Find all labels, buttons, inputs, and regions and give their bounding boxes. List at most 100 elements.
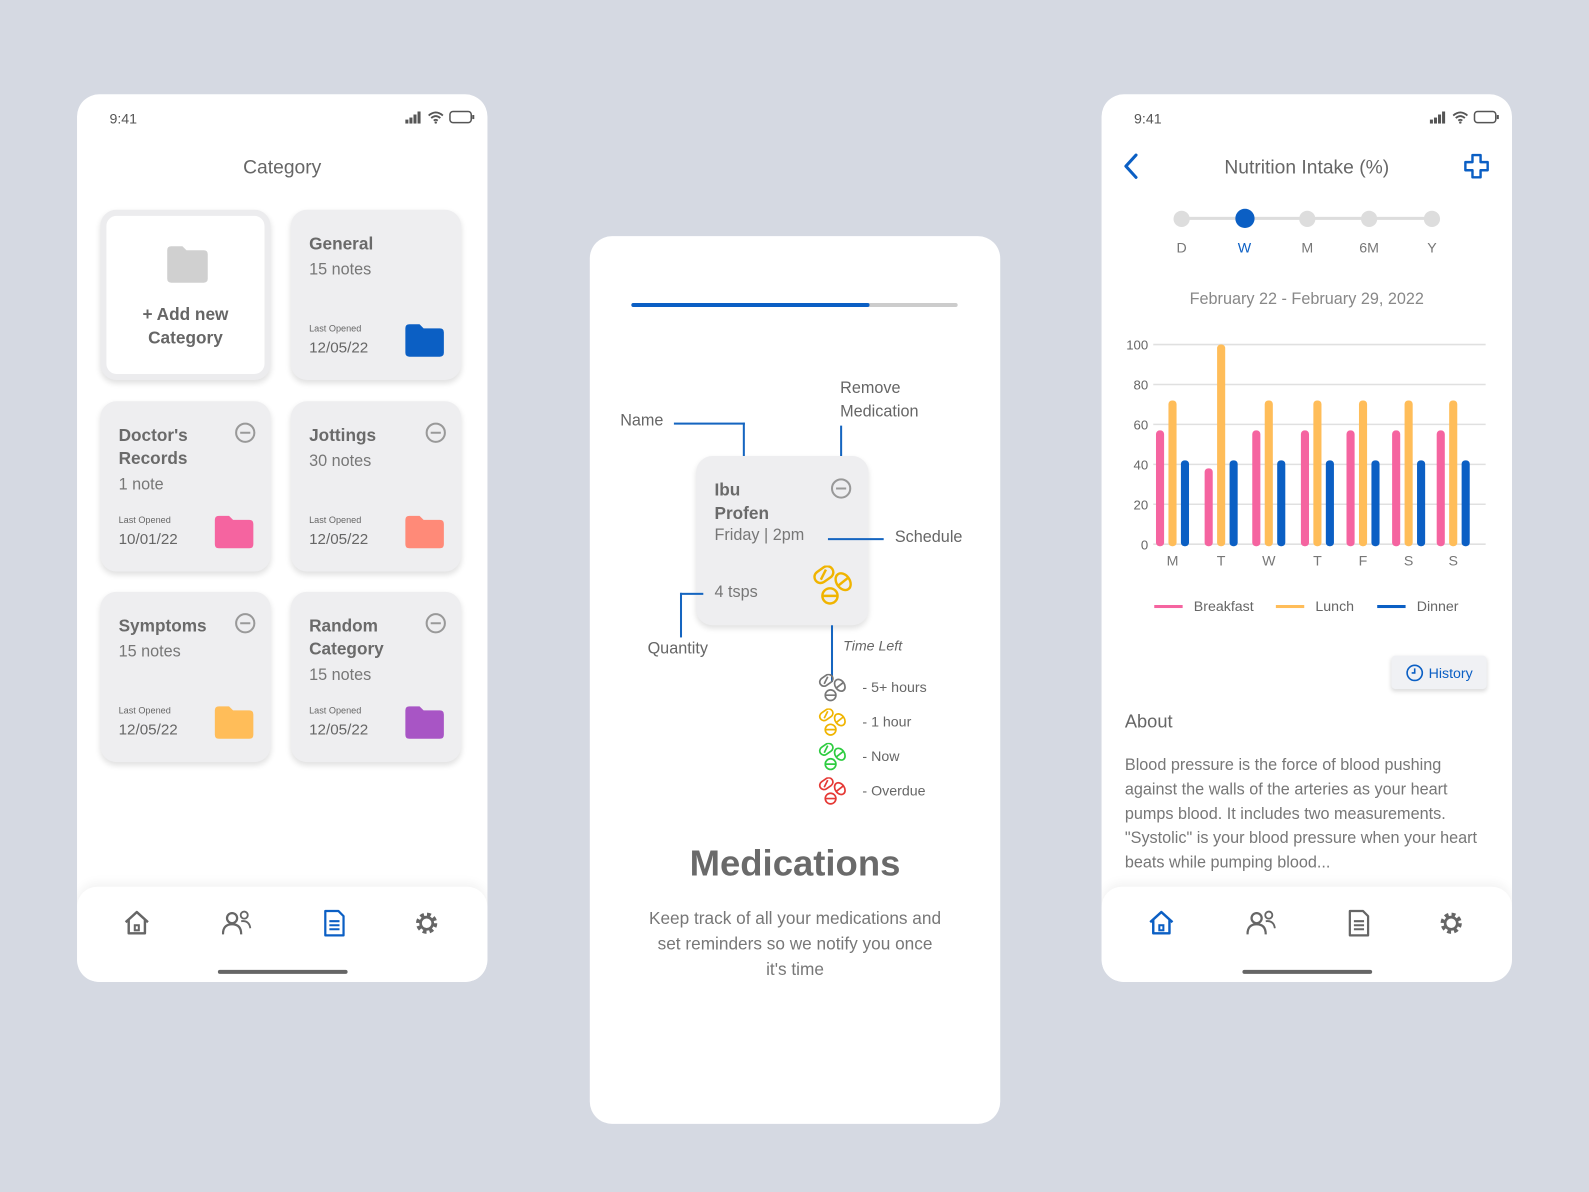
battery-icon	[1473, 110, 1499, 124]
bar-dinner	[1461, 460, 1470, 547]
wifi-icon	[428, 111, 444, 124]
status-icons	[1429, 110, 1500, 124]
category-name: Symptoms 15 notes	[119, 614, 230, 664]
bar-dinner	[1325, 460, 1334, 547]
home-icon[interactable]	[123, 909, 153, 937]
y-tick-label: 20	[1134, 497, 1149, 512]
range-option-Y[interactable]	[1423, 210, 1441, 227]
range-option-6M[interactable]	[1360, 210, 1378, 227]
last-opened-date: 12/05/22	[309, 339, 369, 357]
nutrition-screen: 9:41 Nutrition Intake (%) D W M 6M Y Februar…	[1101, 94, 1512, 982]
medication-card[interactable]: Ibu Profen Friday | 2pm 4 tsps	[696, 456, 869, 626]
time-left-legend-item: - Overdue	[862, 782, 926, 799]
folder-icon	[214, 515, 254, 549]
home-indicator	[1242, 969, 1373, 974]
time-left-legend-item: - 5+ hours	[862, 678, 927, 696]
remove-icon[interactable]	[830, 477, 852, 499]
range-option-M[interactable]	[1299, 210, 1316, 227]
x-tick-label: W	[1262, 553, 1276, 569]
category-name: Doctor's Records 1 note	[119, 424, 230, 497]
note-count: 15 notes	[309, 261, 372, 279]
legend-label: Breakfast	[1193, 597, 1254, 615]
x-tick-label: F	[1359, 553, 1368, 569]
page-title: Category	[243, 157, 322, 179]
range-label[interactable]: M	[1301, 239, 1314, 256]
bar-breakfast	[1204, 468, 1213, 547]
bar-lunch	[1404, 400, 1413, 547]
bar-breakfast	[1346, 430, 1355, 547]
bar-lunch	[1449, 400, 1458, 547]
range-option-W[interactable]	[1234, 208, 1255, 229]
back-icon[interactable]	[1122, 153, 1142, 179]
y-tick-label: 0	[1141, 537, 1148, 552]
x-tick-label: M	[1167, 553, 1179, 569]
category-card[interactable]: General 15 notes Last Opened 12/05/22	[290, 209, 462, 381]
add-icon[interactable]	[1463, 153, 1489, 179]
range-label[interactable]: Y	[1427, 239, 1437, 256]
last-opened-date: 12/05/22	[118, 721, 178, 739]
last-opened-label: Last Opened	[309, 323, 362, 334]
add-category-button[interactable]: + Add new Category	[100, 209, 271, 381]
progress-fill	[631, 303, 870, 308]
category-name: Jottings 30 notes	[309, 424, 420, 474]
time-left-legend-item: - Now	[862, 747, 900, 765]
gear-icon[interactable]	[1437, 909, 1467, 937]
remove-icon[interactable]	[425, 612, 447, 634]
last-opened-label: Last Opened	[309, 705, 362, 716]
remove-icon[interactable]	[234, 612, 256, 634]
bar-breakfast	[1392, 430, 1401, 547]
folder-icon	[167, 246, 208, 283]
range-label[interactable]: D	[1176, 239, 1187, 256]
gear-icon[interactable]	[412, 909, 442, 937]
label-remove: Remove Medication	[840, 380, 919, 421]
status-icons	[404, 110, 475, 124]
document-icon[interactable]	[1345, 909, 1375, 937]
document-icon[interactable]	[320, 909, 350, 937]
medications-heading: Medications	[689, 842, 901, 884]
category-name: Random Category 15 notes	[309, 614, 420, 687]
medication-quantity: 4 tsps	[714, 583, 758, 601]
folder-icon	[405, 324, 444, 357]
status-time: 9:41	[109, 110, 138, 127]
x-tick-label: T	[1313, 553, 1322, 569]
folder-icon	[405, 515, 444, 549]
category-name: General 15 notes	[309, 232, 420, 282]
category-card[interactable]: Doctor's Records 1 note Last Opened 10/01…	[100, 401, 271, 572]
medication-schedule: Friday | 2pm	[714, 526, 805, 545]
range-label[interactable]: 6M	[1359, 239, 1379, 256]
category-card[interactable]: Random Category 15 notes Last Opened 12/0…	[290, 591, 462, 763]
label-schedule: Schedule	[894, 528, 963, 547]
clock-icon	[1406, 663, 1423, 681]
folder-icon	[214, 706, 254, 739]
x-tick-label: T	[1217, 553, 1226, 569]
y-tick-label: 80	[1134, 378, 1149, 393]
label-quantity: Quantity	[647, 640, 708, 658]
last-opened-date: 12/05/22	[309, 531, 369, 549]
last-opened-label: Last Opened	[118, 514, 171, 525]
category-card[interactable]: Symptoms 15 notes Last Opened 12/05/22	[100, 591, 271, 763]
bar-lunch	[1358, 400, 1368, 547]
bar-dinner	[1417, 460, 1426, 547]
bar-lunch	[1168, 400, 1177, 547]
users-icon[interactable]	[1246, 909, 1276, 937]
range-label[interactable]: W	[1237, 239, 1252, 256]
category-card[interactable]: Jottings 30 notes Last Opened 12/05/22	[290, 401, 462, 572]
remove-icon[interactable]	[425, 422, 447, 444]
users-icon[interactable]	[221, 909, 252, 937]
date-range: February 22 - February 29, 2022	[1189, 290, 1424, 309]
pill-icon	[818, 777, 846, 805]
pill-icon	[818, 742, 846, 771]
range-option-D[interactable]	[1173, 210, 1190, 227]
bottom-nav	[1101, 886, 1512, 982]
note-count: 15 notes	[118, 643, 181, 661]
remove-icon[interactable]	[234, 422, 256, 444]
home-icon[interactable]	[1147, 909, 1177, 937]
wifi-icon	[1452, 111, 1468, 124]
home-indicator	[217, 969, 348, 974]
legend-label: Dinner	[1416, 597, 1459, 615]
signal-icon	[405, 110, 421, 124]
history-label: History	[1428, 664, 1473, 681]
medication-name: Ibu Profen	[714, 480, 770, 523]
history-button[interactable]: History	[1391, 655, 1487, 690]
bottom-nav	[77, 886, 488, 982]
